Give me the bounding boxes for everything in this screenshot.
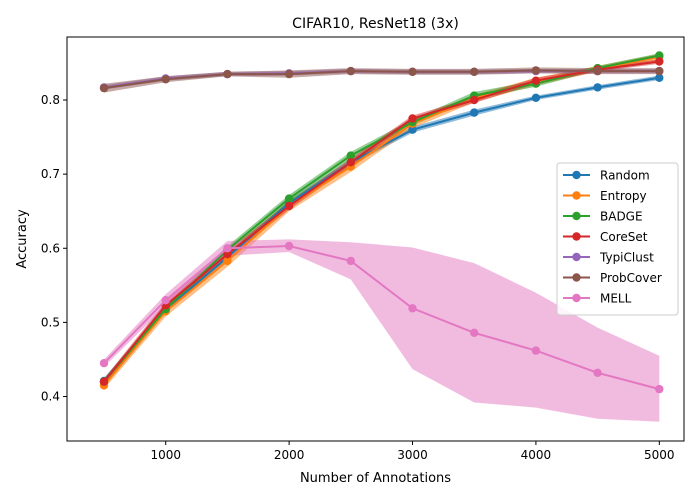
point-random-4000 <box>531 93 541 103</box>
point-random-3000 <box>408 125 417 134</box>
point-badge-2500 <box>346 151 355 160</box>
band-mell <box>104 239 660 422</box>
x-axis-label: Number of Annotations <box>300 471 451 486</box>
point-probcover-2000 <box>284 69 294 79</box>
point-probcover-4000 <box>531 66 541 75</box>
legend-marker-coreset <box>572 232 581 241</box>
point-random-5000 <box>655 73 664 83</box>
x-axis-ticks: 1000 2000 3000 4000 5000 <box>150 441 675 462</box>
series-lines <box>99 51 664 394</box>
y-axis-label: Accuracy <box>15 209 30 269</box>
point-mell-1500 <box>223 244 232 253</box>
point-probcover-2500 <box>346 66 355 76</box>
legend-label-probcover: ProbCover <box>600 271 662 285</box>
point-badge-2000 <box>284 194 294 203</box>
point-entropy-1500 <box>223 256 232 266</box>
point-coreset-3500 <box>470 95 479 105</box>
point-probcover-1500 <box>223 69 232 79</box>
legend-label-random: Random <box>600 169 650 183</box>
legend-label-typiclust: TypiClust <box>599 251 654 265</box>
x-tick-label: 5000 <box>644 448 675 462</box>
point-coreset-3000 <box>408 114 417 123</box>
legend-label-mell: MELL <box>600 292 632 306</box>
chart-title: CIFAR10, ResNet18 (3x) <box>292 16 459 32</box>
line-coreset <box>103 60 660 383</box>
point-random-4500 <box>593 83 602 92</box>
point-probcover-3500 <box>470 67 479 77</box>
point-coreset-4000 <box>531 76 541 85</box>
y-tick-label: 0.6 <box>41 241 60 255</box>
point-mell-4500 <box>593 368 602 377</box>
point-badge-5000 <box>655 51 664 60</box>
point-coreset-500 <box>99 377 109 386</box>
point-probcover-5000 <box>655 66 664 76</box>
point-mell-500 <box>99 359 109 368</box>
legend-marker-mell <box>572 293 581 303</box>
y-tick-label: 0.5 <box>41 315 60 329</box>
point-coreset-5000 <box>655 57 664 66</box>
y-tick-label: 0.7 <box>41 167 60 181</box>
point-mell-3500 <box>470 328 479 337</box>
legend-marker-badge <box>572 211 581 221</box>
legend-marker-random <box>572 170 581 180</box>
point-coreset-2500 <box>346 158 355 167</box>
point-coreset-1500 <box>223 250 232 259</box>
x-tick-label: 4000 <box>521 448 552 462</box>
point-probcover-500 <box>99 83 109 93</box>
point-mell-5000 <box>655 384 664 394</box>
legend-marker-probcover <box>572 273 581 282</box>
point-random-3500 <box>470 108 479 117</box>
y-tick-label: 0.8 <box>41 93 60 107</box>
legend-label-badge: BADGE <box>600 210 643 224</box>
point-probcover-3000 <box>408 67 417 77</box>
legend-label-entropy: Entropy <box>600 189 647 203</box>
point-probcover-4500 <box>593 66 602 76</box>
point-mell-2000 <box>284 241 294 251</box>
plot-frame <box>66 36 685 442</box>
y-axis-ticks: 0.4 0.5 0.6 0.7 0.8 <box>41 93 67 404</box>
point-mell-1000 <box>161 296 170 305</box>
point-mell-2500 <box>346 256 355 266</box>
legend-marker-typiclust <box>572 252 581 262</box>
legend: Random Entropy BADGE CoreSet TypiClust ProbCo… <box>556 162 679 316</box>
legend-marker-entropy <box>572 191 581 200</box>
line-probcover <box>103 69 660 90</box>
y-tick-label: 0.4 <box>41 390 60 404</box>
x-tick-label: 1000 <box>150 448 181 462</box>
x-tick-label: 3000 <box>397 448 428 462</box>
point-mell-3000 <box>408 304 417 313</box>
legend-items: Random Entropy BADGE CoreSet TypiClust ProbCo… <box>563 169 662 306</box>
point-mell-4000 <box>531 346 541 355</box>
x-tick-label: 2000 <box>274 448 305 462</box>
legend-label-coreset: CoreSet <box>600 230 648 244</box>
line-mell <box>103 244 660 391</box>
point-probcover-1000 <box>161 75 170 84</box>
point-coreset-2000 <box>284 201 294 211</box>
